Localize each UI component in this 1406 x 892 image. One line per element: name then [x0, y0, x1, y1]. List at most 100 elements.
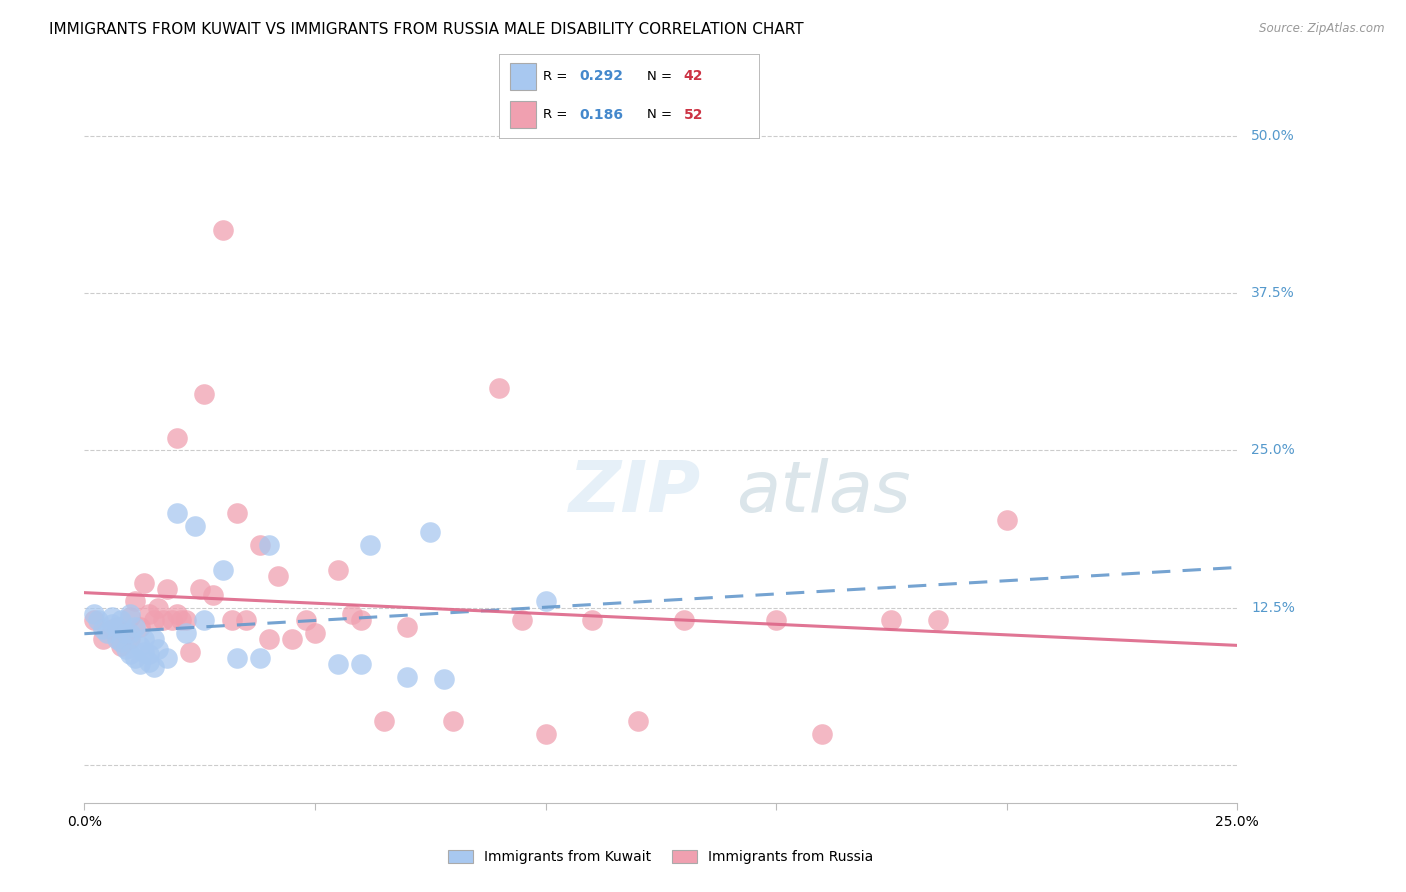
Point [115, 626, 138, 640]
Point [534, 726, 557, 740]
Text: 0.292: 0.292 [579, 70, 624, 83]
Point [105, 632, 128, 647]
Point [120, 607, 142, 621]
Point [120, 609, 142, 624]
Point [142, 632, 165, 647]
Point [152, 613, 174, 627]
Point [128, 639, 150, 653]
Point [193, 387, 215, 401]
Point [211, 223, 233, 237]
Point [166, 607, 188, 621]
Point [294, 613, 316, 627]
Point [146, 642, 169, 657]
Point [488, 380, 510, 394]
Point [235, 613, 257, 627]
Text: 50.0%: 50.0% [1251, 128, 1295, 143]
Point [105, 619, 128, 633]
Point [340, 607, 363, 621]
Point [170, 613, 193, 627]
Point [156, 651, 179, 665]
Point [138, 655, 160, 669]
Point [101, 617, 124, 632]
Point [225, 651, 247, 665]
Point [927, 613, 949, 627]
Text: 37.5%: 37.5% [1251, 286, 1295, 301]
Point [110, 613, 132, 627]
Point [257, 538, 280, 552]
Text: 0.186: 0.186 [579, 108, 624, 121]
Point [134, 645, 156, 659]
Point [128, 657, 150, 672]
Point [221, 613, 243, 627]
Point [101, 609, 124, 624]
Text: 42: 42 [683, 70, 703, 83]
Text: atlas: atlas [735, 458, 910, 527]
Point [211, 563, 233, 577]
Text: R =: R = [543, 70, 572, 83]
Point [105, 619, 128, 633]
Point [267, 569, 290, 583]
Point [124, 619, 146, 633]
Point [396, 619, 419, 633]
Text: 12.5%: 12.5% [1251, 600, 1295, 615]
Point [87, 613, 110, 627]
Text: N =: N = [647, 108, 676, 121]
Point [202, 588, 225, 602]
Point [101, 622, 124, 636]
Point [188, 582, 211, 596]
Point [120, 626, 142, 640]
Point [249, 538, 271, 552]
Point [396, 670, 419, 684]
Point [350, 613, 373, 627]
Point [174, 613, 197, 627]
Point [184, 519, 207, 533]
Point [142, 613, 165, 627]
Point [326, 563, 349, 577]
Point [419, 525, 441, 540]
Point [174, 626, 197, 640]
Text: R =: R = [543, 108, 572, 121]
Bar [509, 101, 536, 128]
Point [120, 632, 142, 647]
Point [811, 726, 834, 740]
Point [433, 673, 456, 687]
Point [120, 648, 142, 662]
Point [91, 622, 114, 636]
Point [441, 714, 464, 728]
Point [96, 626, 118, 640]
Point [138, 648, 160, 662]
Point [115, 626, 138, 640]
Point [257, 632, 280, 647]
Point [160, 613, 183, 627]
Point [115, 642, 138, 657]
Point [128, 619, 150, 633]
Point [138, 607, 160, 621]
Point [156, 582, 179, 596]
Point [359, 538, 381, 552]
Point [765, 613, 787, 627]
Point [193, 613, 215, 627]
Point [124, 651, 146, 665]
Point [512, 613, 534, 627]
Text: 52: 52 [683, 108, 703, 121]
Point [995, 513, 1018, 527]
Point [91, 632, 114, 647]
Text: IMMIGRANTS FROM KUWAIT VS IMMIGRANTS FROM RUSSIA MALE DISABILITY CORRELATION CHA: IMMIGRANTS FROM KUWAIT VS IMMIGRANTS FRO… [49, 22, 804, 37]
Point [179, 645, 201, 659]
Point [134, 575, 156, 590]
Text: N =: N = [647, 70, 676, 83]
Text: Source: ZipAtlas.com: Source: ZipAtlas.com [1260, 22, 1385, 36]
Point [142, 660, 165, 674]
Legend: Immigrants from Kuwait, Immigrants from Russia: Immigrants from Kuwait, Immigrants from … [443, 845, 879, 870]
Point [134, 632, 156, 647]
Point [581, 613, 603, 627]
Text: ZIP: ZIP [568, 458, 700, 527]
Point [110, 634, 132, 648]
Point [672, 613, 695, 627]
Point [166, 507, 188, 521]
Point [534, 594, 557, 608]
Point [83, 607, 105, 621]
Point [249, 651, 271, 665]
Point [304, 626, 326, 640]
Point [225, 507, 247, 521]
